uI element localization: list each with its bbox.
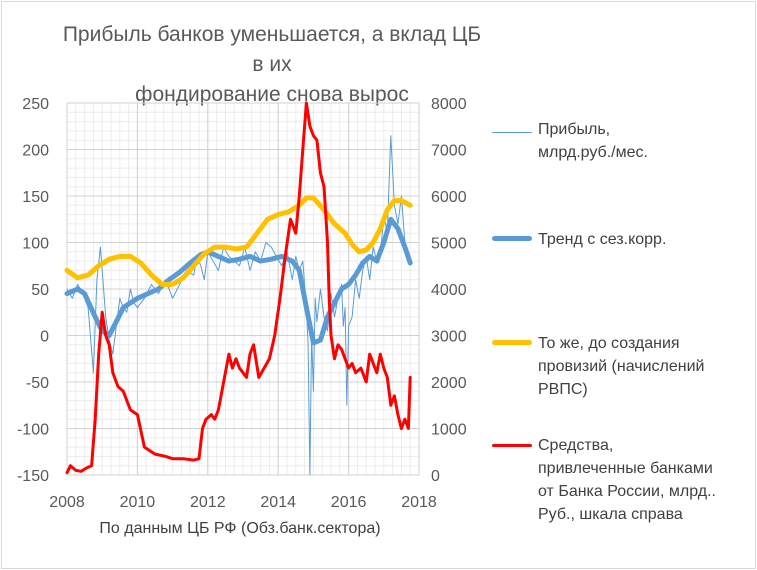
chart-subtitle: По данным ЦБ РФ (Обз.банк.сектора) [99,520,381,537]
legend-label-pre-provision: То же, до создания провизий (начислений … [538,335,705,398]
legend-label-cb-funds: Средства, привлеченные банками от Банка … [538,437,716,523]
x-tick-label: 2016 [331,494,367,511]
y-right-tick-label: 1000 [431,422,467,439]
series-line-1 [64,216,413,346]
x-tick-label: 2014 [260,494,296,511]
y-right-tick-label: 7000 [431,143,467,160]
legend-label-profit: Прибыль, млрд.руб./мес. [538,121,648,161]
y-right-tick-label: 5000 [431,236,467,253]
y-left-tick-label: 0 [40,329,49,346]
y-left-tick-label: 150 [22,189,49,206]
y-right-tick-label: 4000 [431,282,467,299]
y-left-tick-label: 50 [31,282,49,299]
y-left-tick-label: -50 [26,375,49,392]
y-right-tick-label: 6000 [431,189,467,206]
y-right-tick-label: 3000 [431,329,467,346]
legend-swatch-cb-funds [492,444,532,447]
y-right-tick-label: 0 [431,468,440,485]
x-tick-label: 2010 [120,494,156,511]
y-left-tick-label: 200 [22,143,49,160]
y-left-tick-label: -150 [17,468,49,485]
chart-title: Прибыль банков уменьшается, а вклад ЦБ в… [62,20,482,110]
y-left-tick-label: 100 [22,236,49,253]
series-line-3 [65,101,412,475]
legend-swatch-trend [492,236,532,241]
chart-title-line-1: Прибыль банков уменьшается, а вклад ЦБ в… [62,23,482,76]
x-tick-label: 2008 [49,494,85,511]
legend-label-trend: Тренд с сез.корр. [538,231,667,248]
y-right-tick-label: 2000 [431,375,467,392]
y-left-tick-label: 250 [22,96,49,113]
y-right-tick-label: 8000 [431,96,467,113]
x-tick-label: 2018 [401,494,437,511]
x-tick-label: 2012 [190,494,226,511]
legend-swatch-pre-provision [492,340,532,345]
chart-title-line-2: фондирование снова вырос [135,83,409,106]
series-line-2 [64,195,413,287]
y-left-tick-label: -100 [17,422,49,439]
legend-swatch-profit [492,132,532,133]
